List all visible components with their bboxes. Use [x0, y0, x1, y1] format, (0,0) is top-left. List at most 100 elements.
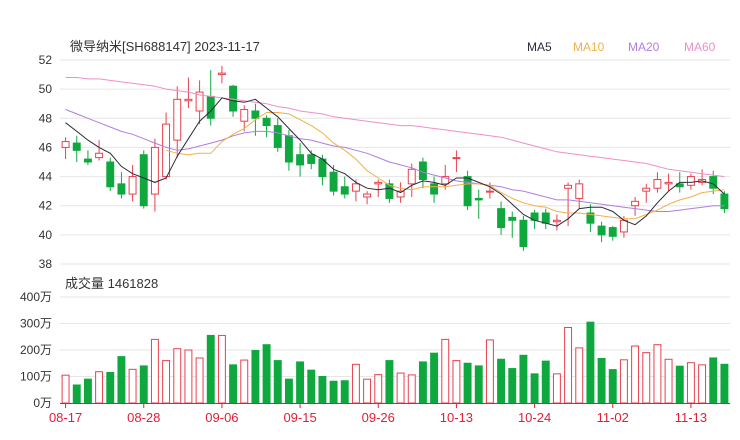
candle: [106, 157, 115, 192]
candle-body-up: [564, 184, 573, 189]
legend-ma5: MA5: [527, 40, 552, 54]
x-tick-label: 10-13: [440, 410, 473, 425]
x-tick-label: 09-15: [283, 410, 316, 425]
candle-body-down: [72, 142, 81, 151]
candle-body-down: [497, 208, 506, 229]
candle: [631, 196, 640, 216]
candle-body-up: [407, 168, 416, 185]
candle-body-up: [217, 72, 226, 76]
candle: [642, 183, 651, 203]
volume-bar: [720, 363, 729, 404]
volume-bar: [474, 365, 483, 404]
volume-bar: [106, 372, 115, 404]
price-tick-label: 52: [39, 53, 53, 67]
ma60-line: [65, 77, 725, 178]
candle: [385, 179, 394, 203]
candle: [519, 215, 528, 251]
candle: [497, 201, 506, 235]
volume-bar: [83, 378, 92, 404]
candle: [150, 138, 159, 212]
volume-bar: [72, 384, 81, 404]
ma10-line: [165, 112, 725, 220]
volume-bar: [374, 374, 383, 404]
candle: [72, 135, 81, 162]
volume-bar: [340, 380, 349, 404]
candle: [430, 176, 439, 203]
candle-body-down: [251, 110, 260, 119]
volume-bar: [385, 360, 394, 404]
volume-bar: [653, 344, 662, 404]
candle: [698, 169, 707, 186]
volume-bar: [351, 363, 360, 404]
candle: [407, 163, 416, 197]
ma20-line: [65, 109, 725, 212]
candle: [463, 170, 472, 211]
candle: [128, 164, 137, 202]
volume-bar: [195, 357, 204, 404]
x-tick-label: 08-17: [49, 410, 82, 425]
volume-bar: [664, 358, 673, 404]
candle: [195, 80, 204, 125]
candle-body-up: [452, 157, 461, 160]
candle: [552, 214, 561, 231]
legend-ma10: MA10: [573, 40, 605, 54]
candle-body-down: [273, 125, 282, 148]
candle-body-up: [150, 146, 159, 195]
candle-body-down: [474, 197, 483, 201]
volume-bar: [485, 339, 494, 404]
volume-bar: [418, 361, 427, 404]
moving-average-lines: [65, 77, 725, 227]
candle-body-down: [385, 183, 394, 199]
ma5-line: [65, 97, 725, 227]
candle-body-down: [117, 183, 126, 195]
volume-bar: [608, 369, 617, 404]
candle-body-down: [296, 154, 305, 166]
candle-body-down: [541, 212, 550, 224]
candle-body-up: [173, 98, 182, 141]
volume-bar: [251, 350, 260, 404]
candle-body-down: [262, 117, 271, 127]
volume-bar: [508, 368, 517, 404]
candle: [664, 173, 673, 192]
volume-bar: [329, 380, 338, 404]
volume-bar: [162, 360, 171, 404]
candle-body-up: [351, 183, 360, 192]
candle: [653, 172, 662, 193]
candle: [541, 208, 550, 230]
candle: [351, 179, 360, 202]
candle: [686, 173, 695, 190]
candle-body-down: [340, 186, 349, 195]
volume-bar: [709, 357, 718, 404]
volume-bar: [117, 356, 126, 404]
candle: [262, 115, 271, 138]
candle: [117, 172, 126, 199]
candle-body-down: [586, 212, 595, 224]
volume-bar: [184, 349, 193, 404]
volume-bar: [273, 360, 282, 404]
x-tick-label: 08-28: [127, 410, 160, 425]
candle: [452, 150, 461, 173]
volume-bar: [61, 374, 70, 404]
candle-body-up: [240, 109, 249, 122]
legend-ma60: MA60: [684, 40, 716, 54]
volume-bar: [430, 352, 439, 404]
volume-bar: [597, 357, 606, 404]
candle-body-down: [720, 193, 729, 210]
volume-tick-label: 400万: [20, 290, 52, 304]
candle: [83, 150, 92, 165]
candle: [95, 140, 104, 161]
candle-body-up: [95, 152, 104, 159]
candle-body-down: [430, 183, 439, 195]
candlesticks: [61, 65, 729, 251]
x-tick-label: 11-13: [675, 410, 707, 425]
candle-body-down: [709, 176, 718, 189]
candle-body-up: [441, 176, 450, 185]
volume-bar: [206, 334, 215, 404]
candle-body-up: [653, 178, 662, 189]
volume-bar: [284, 378, 293, 404]
x-tick-label: 09-06: [205, 410, 238, 425]
volume-bar: [541, 360, 550, 404]
volume-bar: [441, 338, 450, 404]
candle-body-up: [642, 187, 651, 192]
